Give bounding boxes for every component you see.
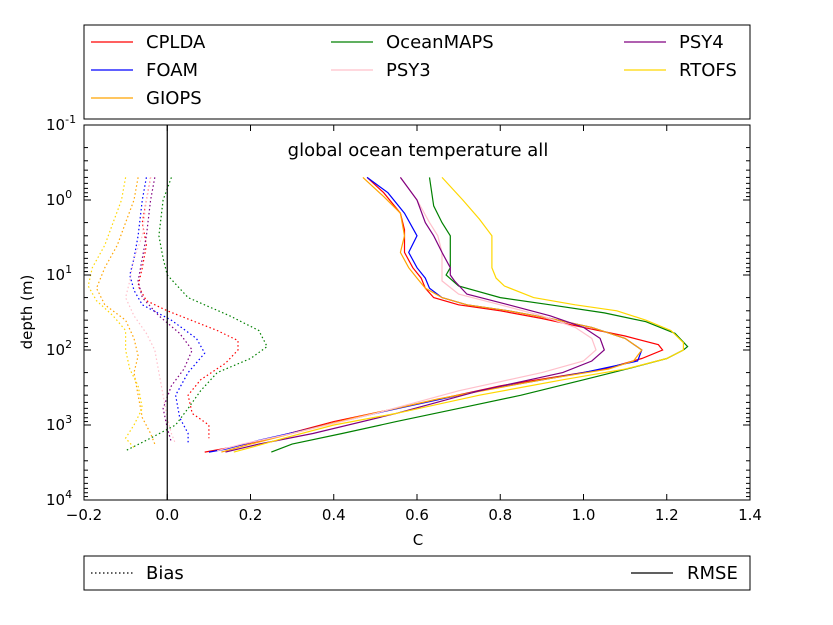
chart-title: global ocean temperature all [288, 140, 549, 161]
legend-label-cplda: CPLDA [146, 32, 206, 53]
bias-line-psy3 [124, 177, 177, 445]
y-tick-label: 102 [46, 338, 72, 359]
rmse-line-psy3 [217, 177, 597, 452]
x-tick-label: 1.0 [572, 506, 596, 524]
x-tick-label: 0.8 [488, 506, 512, 524]
x-tick-label: 1.4 [738, 506, 762, 524]
legend-label-rmse: RMSE [687, 563, 738, 584]
bias-line-cplda [137, 177, 239, 439]
bias-line-oceanmaps [125, 177, 268, 452]
bias-line-rtofs [87, 177, 143, 448]
rmse-line-rtofs [233, 176, 685, 453]
legend-top: CPLDA FOAM GIOPS OceanMAPS PSY3 PSY4 RTOFS [83, 24, 751, 120]
y-tick-label: 103 [46, 413, 72, 434]
legend-label-oceanmaps: OceanMAPS [386, 32, 494, 53]
x-tick-label: −0.2 [66, 506, 102, 524]
legend-bottom: Bias RMSE [83, 555, 751, 591]
x-tick-label: 0.0 [155, 506, 179, 524]
y-tick-label: 10-1 [46, 113, 76, 134]
x-axis-label: C [413, 531, 423, 549]
y-tick-label: 101 [46, 263, 72, 284]
y-axis-label: depth (m) [18, 275, 36, 350]
legend-label-giops: GIOPS [146, 88, 202, 109]
x-tick-label: 0.4 [322, 506, 346, 524]
legend-label-psy4: PSY4 [679, 32, 724, 53]
y-tick-label: 100 [46, 188, 72, 209]
bias-line-foam [129, 177, 206, 445]
bias-line-psy4 [137, 177, 193, 443]
rmse-line-oceanmaps [271, 177, 689, 453]
y-tick-label: 104 [46, 488, 72, 509]
plot-frame [83, 124, 751, 501]
x-tick-label: 0.6 [405, 506, 429, 524]
x-tick-label: 1.2 [655, 506, 679, 524]
legend-label-foam: FOAM [146, 60, 198, 81]
legend-label-rtofs: RTOFS [679, 60, 737, 81]
plot-area: global ocean temperature all −0.2 0.0 0.2 0… [46, 113, 762, 524]
x-tick-label: 0.2 [239, 506, 263, 524]
legend-label-psy3: PSY3 [386, 60, 431, 81]
legend-label-bias: Bias [146, 563, 184, 584]
rmse-line-psy4 [225, 177, 606, 453]
legend-top-frame [83, 24, 751, 120]
